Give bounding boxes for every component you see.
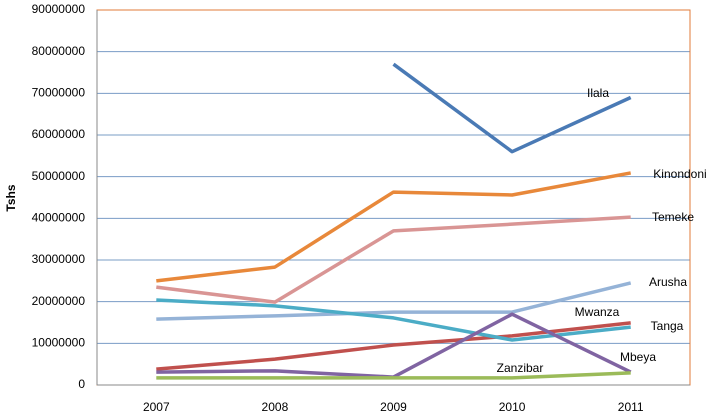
series-label: Ilala xyxy=(587,86,609,100)
series-line xyxy=(156,371,631,380)
series-label: Mwanza xyxy=(575,305,620,319)
x-tick-label: 2010 xyxy=(499,400,526,414)
series-label: Mbeya xyxy=(620,350,656,364)
series-line xyxy=(156,298,631,342)
series-label: Arusha xyxy=(649,275,687,289)
series-line xyxy=(156,171,632,283)
series-label: Temeke xyxy=(652,210,694,224)
x-tick-label: 2011 xyxy=(618,400,644,414)
y-tick-label: 70000000 xyxy=(32,86,86,100)
series-line xyxy=(156,321,631,371)
series-line xyxy=(156,281,632,321)
series-line xyxy=(392,62,632,154)
y-tick-label: 0 xyxy=(78,377,85,391)
series-label: Kinondoni xyxy=(653,167,706,181)
y-tick-label: 60000000 xyxy=(32,127,86,141)
y-tick-label: 10000000 xyxy=(32,336,86,350)
y-tick-label: 20000000 xyxy=(32,294,86,308)
x-tick-label: 2008 xyxy=(262,400,289,414)
y-tick-label: 30000000 xyxy=(32,252,86,266)
y-tick-label: 80000000 xyxy=(32,44,86,58)
series-label: Tanga xyxy=(651,319,684,333)
series-line xyxy=(156,215,631,304)
y-tick-label: 90000000 xyxy=(32,2,86,16)
y-axis-label: Tshs xyxy=(4,184,18,211)
y-tick-label: 40000000 xyxy=(32,211,86,225)
series-label: Zanzibar xyxy=(497,361,544,375)
x-tick-label: 2007 xyxy=(143,400,170,414)
y-tick-label: 50000000 xyxy=(32,169,86,183)
x-tick-label: 2009 xyxy=(380,400,407,414)
